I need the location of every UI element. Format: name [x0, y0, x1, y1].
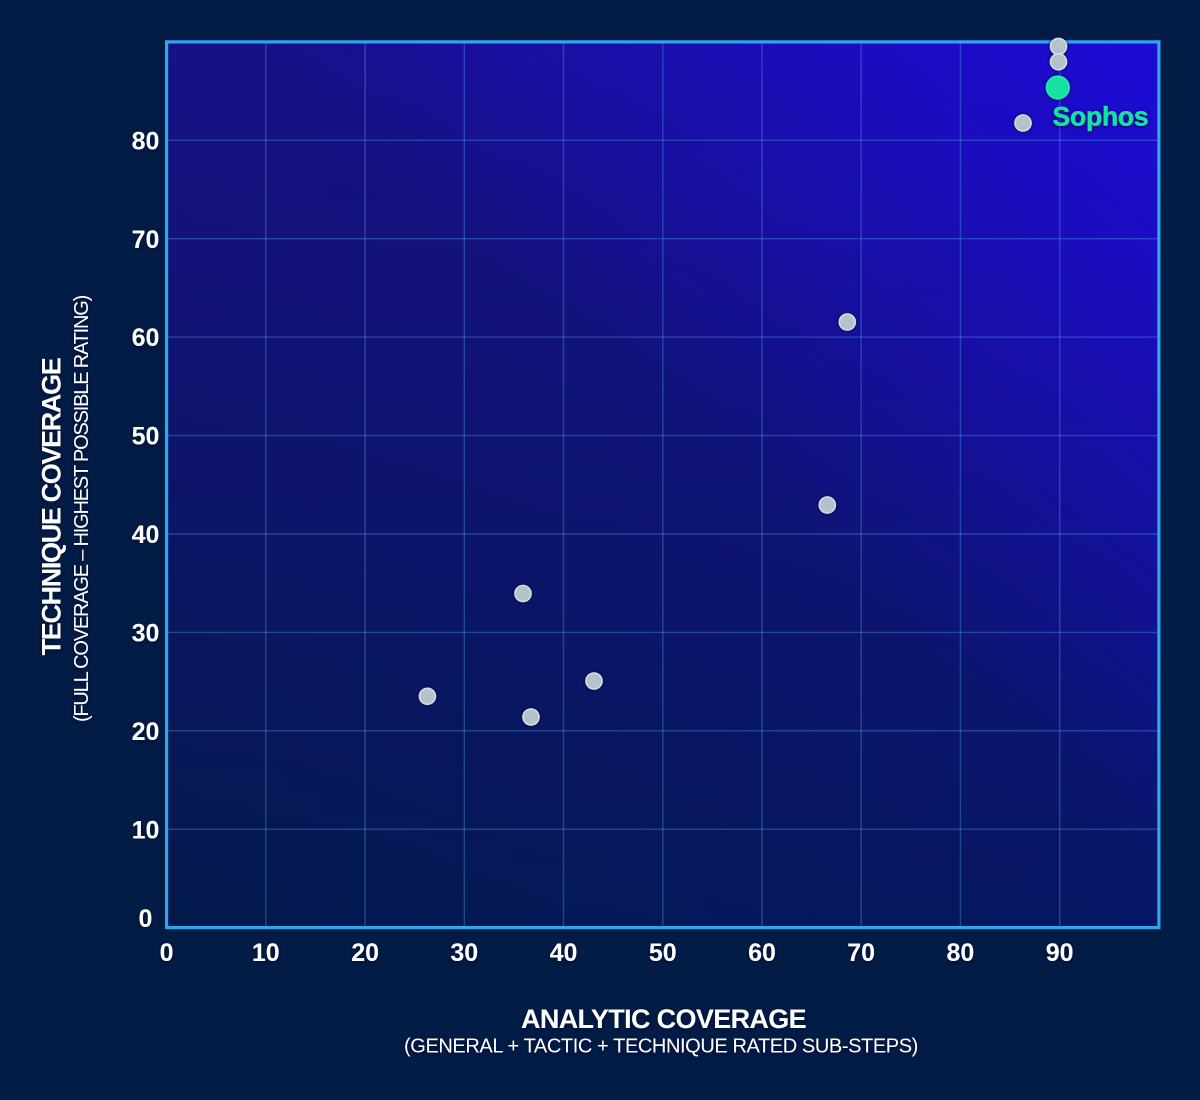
svg-text:80: 80: [132, 127, 160, 155]
svg-text:20: 20: [351, 939, 379, 967]
svg-text:80: 80: [946, 939, 974, 967]
svg-text:0: 0: [160, 939, 174, 967]
svg-text:50: 50: [649, 939, 677, 967]
svg-text:ANALYTIC COVERAGE: ANALYTIC COVERAGE: [521, 1004, 806, 1034]
svg-text:TECHNIQUE COVERAGE: TECHNIQUE COVERAGE: [37, 358, 67, 655]
svg-text:60: 60: [132, 324, 160, 352]
svg-text:20: 20: [132, 718, 160, 746]
svg-text:70: 70: [132, 226, 160, 254]
svg-text:90: 90: [1046, 939, 1074, 967]
svg-text:10: 10: [132, 816, 160, 844]
svg-text:70: 70: [847, 939, 875, 967]
svg-text:30: 30: [450, 939, 478, 967]
svg-text:Sophos: Sophos: [1053, 102, 1149, 132]
svg-text:30: 30: [132, 620, 160, 648]
svg-text:10: 10: [252, 939, 280, 967]
svg-text:50: 50: [132, 423, 160, 451]
svg-text:40: 40: [550, 939, 578, 967]
svg-text:(GENERAL + TACTIC + TECHNIQUE: (GENERAL + TACTIC + TECHNIQUE RATED SUB-…: [404, 1036, 918, 1058]
svg-text:(FULL COVERAGE – HIGHEST POSSI: (FULL COVERAGE – HIGHEST POSSIBLE RATING…: [71, 295, 93, 722]
svg-text:0: 0: [139, 905, 153, 933]
svg-text:60: 60: [748, 939, 776, 967]
svg-text:40: 40: [132, 521, 160, 549]
